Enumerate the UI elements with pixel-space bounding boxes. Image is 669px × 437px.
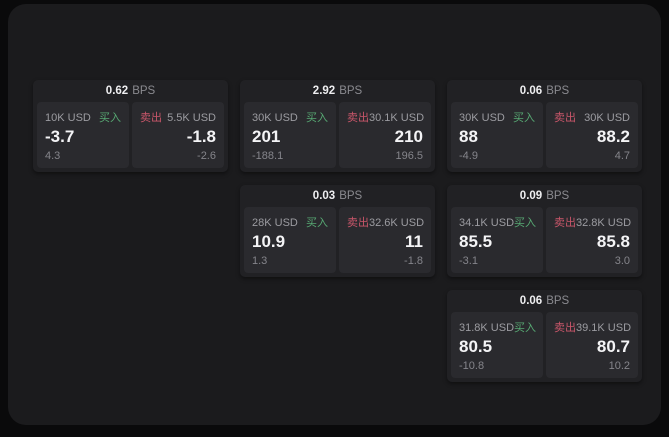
spread-unit-label: BPS	[546, 190, 570, 202]
sell-panel[interactable]: 卖出 30.1K USD 210 196.5	[339, 102, 431, 168]
spread-header: 0.06 BPS	[451, 80, 638, 102]
sell-price: 11	[405, 232, 423, 252]
quote-card-1: 0.62 BPS 10K USD 买入 -3.7 4.3 卖出	[33, 80, 228, 172]
spread-value: 0.62	[105, 85, 129, 97]
quote-panels: 28K USD 买入 10.9 1.3 卖出 32.6K USD 11 -1.8	[244, 207, 431, 273]
buy-side-label: 买入	[306, 217, 328, 229]
buy-amount: 31.8K USD	[459, 322, 515, 334]
sell-side-label: 卖出	[554, 322, 576, 334]
buy-change: -10.8	[459, 360, 485, 372]
buy-panel[interactable]: 10K USD 买入 -3.7 4.3	[37, 102, 129, 168]
buy-change: -3.1	[459, 255, 478, 267]
spread-header: 0.03 BPS	[244, 185, 431, 207]
buy-price: 85.5	[459, 232, 493, 252]
quote-cards-grid: 0.62 BPS 10K USD 买入 -3.7 4.3 卖出	[33, 80, 642, 382]
buy-change: -188.1	[252, 150, 284, 162]
quote-card-6: 0.06 BPS 31.8K USD 买入 80.5 -10.8 卖出	[447, 290, 642, 382]
buy-change: 4.3	[45, 150, 61, 162]
sell-panel[interactable]: 卖出 32.8K USD 85.8 3.0	[546, 207, 638, 273]
buy-price: 201	[252, 127, 281, 147]
sell-amount: 30K USD	[584, 112, 630, 124]
sell-side-label: 卖出	[554, 112, 576, 124]
buy-amount: 34.1K USD	[459, 217, 515, 229]
buy-panel[interactable]: 34.1K USD 买入 85.5 -3.1	[451, 207, 543, 273]
sell-side-label: 卖出	[347, 217, 369, 229]
quote-panels: 30K USD 买入 201 -188.1 卖出 30.1K USD 210 1…	[244, 102, 431, 168]
buy-side-label: 买入	[514, 217, 537, 229]
buy-panel[interactable]: 31.8K USD 买入 80.5 -10.8	[451, 312, 543, 378]
buy-amount: 30K USD	[252, 112, 298, 124]
quote-panels: 30K USD 买入 88 -4.9 卖出 30K USD 88.2 4.7	[451, 102, 638, 168]
sell-price: -1.8	[186, 127, 216, 147]
spread-header: 0.06 BPS	[451, 290, 638, 312]
spread-value: 0.06	[519, 295, 543, 307]
buy-change: -4.9	[459, 150, 478, 162]
buy-price: -3.7	[45, 127, 75, 147]
sell-panel[interactable]: 卖出 39.1K USD 80.7 10.2	[546, 312, 638, 378]
sell-amount: 32.8K USD	[576, 217, 632, 229]
buy-side-label: 买入	[513, 112, 535, 124]
sell-change: 4.7	[614, 150, 630, 162]
sell-price: 88.2	[596, 127, 630, 147]
buy-price: 10.9	[252, 232, 286, 252]
sell-change: -2.6	[197, 150, 216, 162]
buy-side-label: 买入	[306, 112, 328, 124]
buy-panel[interactable]: 30K USD 买入 201 -188.1	[244, 102, 336, 168]
sell-change: -1.8	[404, 255, 423, 267]
buy-side-label: 买入	[514, 322, 537, 334]
buy-panel[interactable]: 28K USD 买入 10.9 1.3	[244, 207, 336, 273]
buy-change: 1.3	[252, 255, 268, 267]
spread-value: 0.03	[312, 190, 336, 202]
quote-panels: 31.8K USD 买入 80.5 -10.8 卖出 39.1K USD 80.…	[451, 312, 638, 378]
buy-amount: 10K USD	[45, 112, 91, 124]
spread-header: 0.09 BPS	[451, 185, 638, 207]
spread-unit-label: BPS	[339, 190, 363, 202]
sell-amount: 32.6K USD	[369, 217, 425, 229]
buy-price: 80.5	[459, 337, 493, 357]
quote-card-3: 0.06 BPS 30K USD 买入 88 -4.9 卖出	[447, 80, 642, 172]
sell-side-label: 卖出	[347, 112, 369, 124]
spread-value: 2.92	[312, 85, 336, 97]
sell-panel[interactable]: 卖出 5.5K USD -1.8 -2.6	[132, 102, 224, 168]
buy-amount: 28K USD	[252, 217, 298, 229]
sell-side-label: 卖出	[140, 112, 162, 124]
app-window: 0.62 BPS 10K USD 买入 -3.7 4.3 卖出	[8, 4, 661, 425]
spread-unit-label: BPS	[132, 85, 156, 97]
quote-card-5: 0.09 BPS 34.1K USD 买入 85.5 -3.1 卖出	[447, 185, 642, 277]
quote-panels: 34.1K USD 买入 85.5 -3.1 卖出 32.8K USD 85.8…	[451, 207, 638, 273]
sell-amount: 5.5K USD	[167, 112, 216, 124]
sell-price: 210	[394, 127, 423, 147]
sell-amount: 39.1K USD	[576, 322, 632, 334]
sell-price: 85.8	[596, 232, 630, 252]
sell-amount: 30.1K USD	[369, 112, 425, 124]
sell-panel[interactable]: 卖出 30K USD 88.2 4.7	[546, 102, 638, 168]
sell-side-label: 卖出	[554, 217, 576, 229]
spread-value: 0.09	[519, 190, 543, 202]
buy-amount: 30K USD	[459, 112, 505, 124]
sell-change: 3.0	[614, 255, 630, 267]
buy-panel[interactable]: 30K USD 买入 88 -4.9	[451, 102, 543, 168]
spread-unit-label: BPS	[546, 295, 570, 307]
sell-change: 10.2	[608, 360, 630, 372]
quote-card-2: 2.92 BPS 30K USD 买入 201 -188.1 卖出	[240, 80, 435, 172]
spread-header: 2.92 BPS	[244, 80, 431, 102]
spread-header: 0.62 BPS	[37, 80, 224, 102]
sell-panel[interactable]: 卖出 32.6K USD 11 -1.8	[339, 207, 431, 273]
buy-price: 88	[459, 127, 478, 147]
sell-change: 196.5	[395, 150, 423, 162]
spread-value: 0.06	[519, 85, 543, 97]
buy-side-label: 买入	[99, 112, 121, 124]
spread-unit-label: BPS	[339, 85, 363, 97]
spread-unit-label: BPS	[546, 85, 570, 97]
quote-panels: 10K USD 买入 -3.7 4.3 卖出 5.5K USD -1.8 -2.…	[37, 102, 224, 168]
quote-card-4: 0.03 BPS 28K USD 买入 10.9 1.3 卖出	[240, 185, 435, 277]
sell-price: 80.7	[596, 337, 630, 357]
